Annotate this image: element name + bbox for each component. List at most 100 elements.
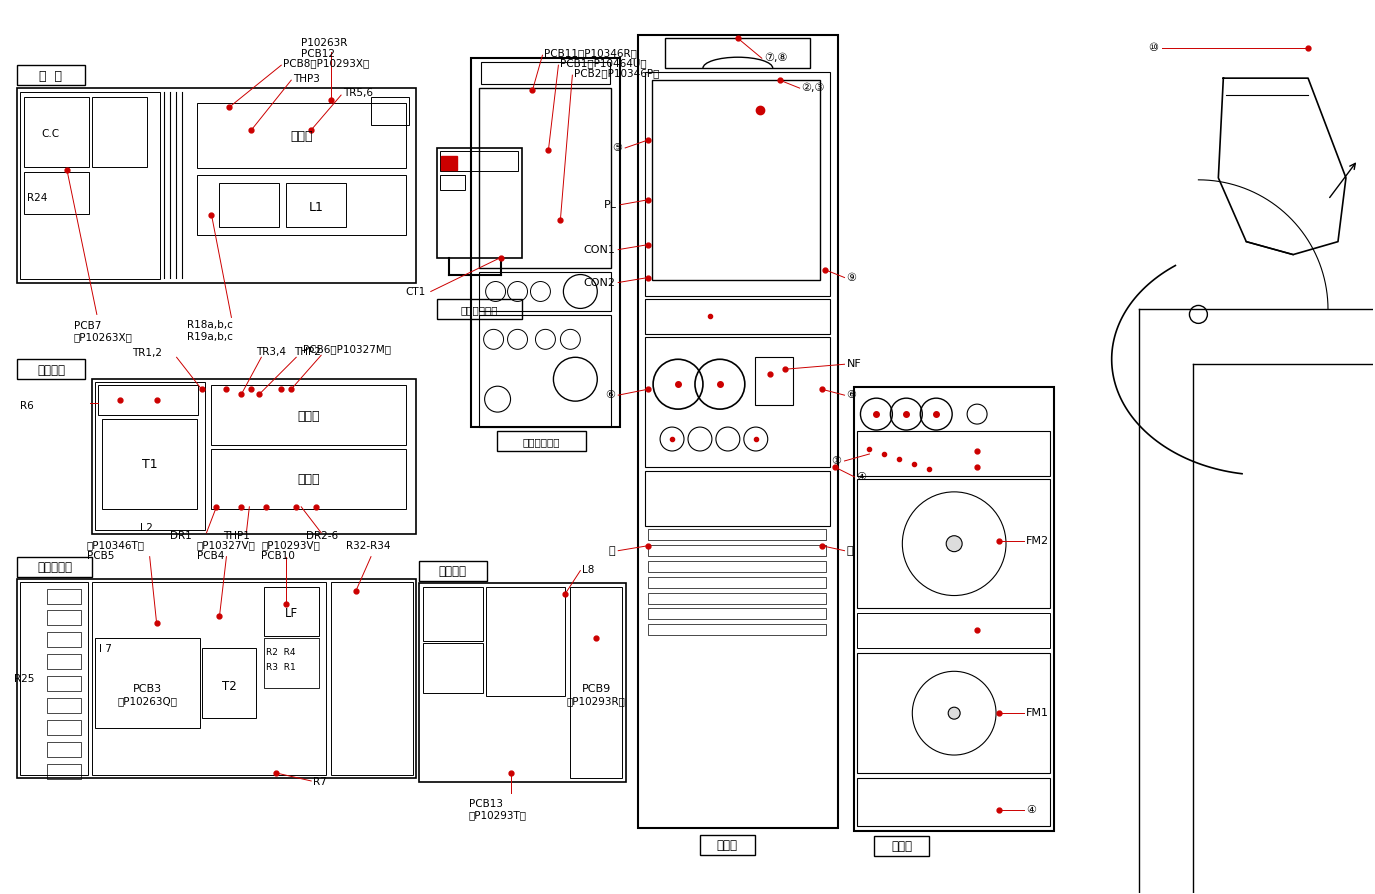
Bar [648, 561, 825, 572]
Text: 放热板: 放热板 [297, 409, 319, 422]
Bar [437, 148, 521, 258]
Bar [47, 742, 81, 757]
Text: DR1: DR1 [169, 530, 191, 540]
Bar [645, 471, 829, 527]
Bar [424, 586, 483, 642]
Bar [858, 778, 1050, 826]
Bar [645, 73, 829, 297]
Text: 板金上面: 板金上面 [439, 564, 466, 578]
Text: （P10293R）: （P10293R） [566, 696, 626, 705]
Bar [645, 338, 829, 468]
Bar [638, 37, 837, 828]
Bar [648, 545, 825, 556]
Bar [197, 175, 406, 235]
Text: PCB7: PCB7 [74, 321, 102, 331]
Bar [98, 385, 198, 416]
Bar [470, 59, 620, 427]
Text: THP3: THP3 [293, 74, 320, 84]
Text: PCB2（P10346P）: PCB2（P10346P） [575, 68, 660, 78]
Bar [371, 98, 408, 126]
Bar [264, 586, 319, 637]
Text: 板金底面: 板金底面 [37, 363, 65, 376]
Text: 正面側: 正面側 [716, 839, 738, 851]
Text: CON1: CON1 [583, 244, 615, 254]
Text: CON2: CON2 [583, 277, 615, 287]
Text: T2: T2 [221, 679, 236, 692]
Bar [47, 764, 81, 779]
Text: TR5,6: TR5,6 [344, 88, 373, 98]
Bar [47, 611, 81, 626]
Text: CT1: CT1 [406, 287, 426, 297]
Text: THP2: THP2 [294, 347, 322, 357]
Text: I 2: I 2 [140, 522, 153, 532]
Text: ⑨: ⑨ [847, 273, 857, 283]
Bar [264, 638, 319, 688]
Bar [47, 677, 81, 691]
Bar [95, 383, 205, 530]
Text: PCB6（P10327M）: PCB6（P10327M） [304, 344, 392, 354]
Bar [202, 649, 256, 719]
Text: FM1: FM1 [1026, 707, 1049, 717]
Text: R3  R1: R3 R1 [267, 662, 296, 671]
Text: C.C: C.C [41, 129, 59, 139]
Bar [648, 609, 825, 620]
Bar [858, 479, 1050, 609]
Text: （P10346T）: （P10346T） [87, 539, 144, 549]
Bar [212, 450, 406, 510]
Bar [92, 582, 326, 775]
Text: ⑦,⑧: ⑦,⑧ [763, 53, 788, 63]
Circle shape [949, 707, 960, 720]
Bar [571, 586, 623, 778]
Bar [874, 836, 930, 856]
Bar [424, 644, 483, 694]
Bar [16, 557, 92, 577]
Text: PCB8（P10293X）: PCB8（P10293X） [283, 58, 370, 68]
Text: PCB5: PCB5 [87, 550, 114, 560]
Text: PCB13: PCB13 [469, 798, 503, 808]
Text: （P10293V）: （P10293V） [261, 539, 320, 549]
Text: FM2: FM2 [1026, 536, 1049, 545]
Text: 控制面板背面: 控制面板背面 [522, 436, 560, 446]
Text: R7: R7 [314, 776, 327, 786]
Text: T1: T1 [142, 458, 158, 471]
Text: 台  框: 台 框 [40, 70, 62, 82]
Bar [47, 698, 81, 713]
Bar [25, 98, 89, 168]
Text: ④: ④ [857, 471, 866, 481]
Bar [441, 156, 456, 171]
Bar [286, 183, 346, 227]
Text: L8: L8 [583, 564, 595, 574]
Bar [440, 175, 465, 190]
Text: 后面側: 后面側 [891, 839, 913, 852]
Bar [25, 173, 89, 215]
Text: TR3,4: TR3,4 [256, 347, 286, 357]
Text: PCB10: PCB10 [261, 550, 296, 560]
Bar [478, 316, 612, 427]
Text: PCB12: PCB12 [301, 49, 336, 59]
Bar [16, 579, 415, 778]
Bar [21, 582, 88, 775]
Text: R24: R24 [28, 192, 47, 203]
Text: 控制面板后边: 控制面板后边 [461, 305, 498, 315]
Bar [481, 63, 610, 85]
Bar [440, 152, 517, 172]
Bar [854, 388, 1053, 831]
Bar [858, 432, 1050, 477]
Text: R32-R34: R32-R34 [346, 540, 390, 550]
Text: （P10263X）: （P10263X） [74, 332, 133, 342]
Bar [47, 654, 81, 670]
Text: PCB4: PCB4 [197, 550, 224, 560]
Text: L1: L1 [309, 201, 323, 214]
Text: PCB11（P10346R）: PCB11（P10346R） [544, 48, 638, 58]
Bar [197, 104, 406, 169]
Text: ⑥: ⑥ [605, 390, 615, 400]
Bar [755, 358, 792, 406]
Bar [16, 360, 85, 380]
Bar [331, 582, 412, 775]
Bar [419, 561, 487, 581]
Bar [437, 300, 521, 320]
Text: R6: R6 [21, 401, 34, 410]
Bar [648, 577, 825, 588]
Text: ⑪: ⑪ [847, 545, 852, 555]
Text: THP1: THP1 [224, 530, 250, 540]
